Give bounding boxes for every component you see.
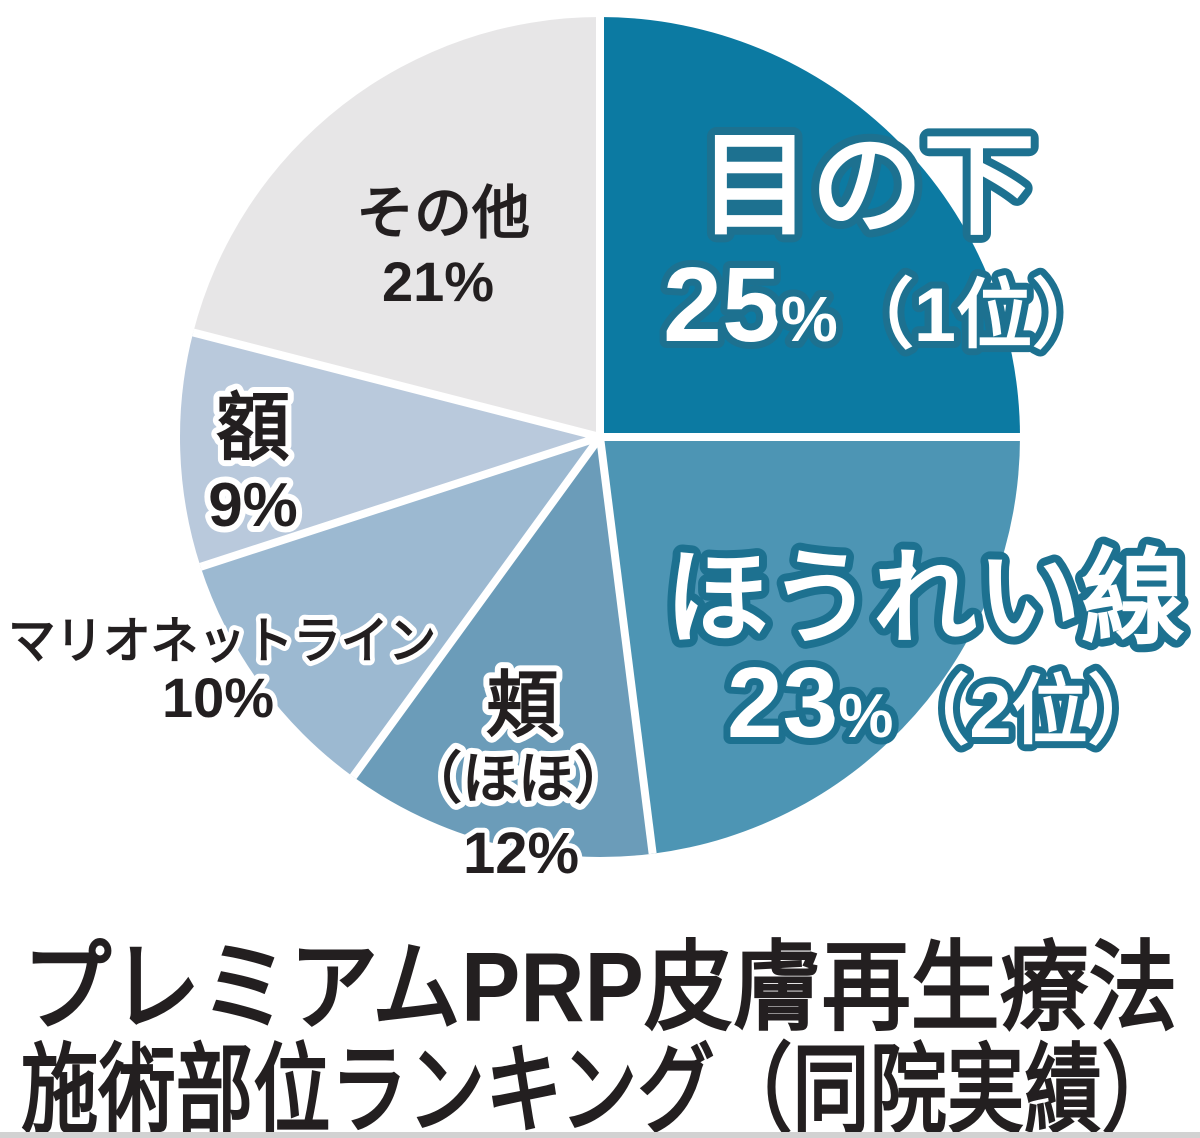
chart-title-line1: プレミアムPRP皮膚再生療法 bbox=[23, 932, 1178, 1042]
slice-value-other: 21% bbox=[382, 250, 494, 313]
pie-slice-1 bbox=[600, 437, 1020, 854]
slice-label-nasolabial: ほうれい線 bbox=[665, 541, 1185, 657]
slice-label-under-eye: 目の下 bbox=[699, 123, 1035, 248]
pie-dividers bbox=[192, 17, 1020, 855]
bottom-border-strip bbox=[0, 1132, 1200, 1138]
pie-slice-5 bbox=[193, 17, 600, 437]
slice-label-cheek: 頬 bbox=[486, 666, 559, 746]
slice-label-other: その他 bbox=[356, 181, 530, 246]
chart-title-line2: 施術部位ランキング（同院実績） bbox=[21, 1035, 1179, 1138]
pie-divider-5 bbox=[192, 328, 601, 441]
slice-value-cheek: 12% bbox=[463, 821, 579, 886]
pie-divider-4 bbox=[199, 433, 602, 571]
slice-value-nasolabial: 23%（2位） bbox=[727, 647, 1164, 759]
slice-value-forehead: 9% bbox=[208, 471, 298, 540]
slice-value-under-eye: 25%（1位） bbox=[663, 246, 1108, 364]
slice-label-forehead: 額 bbox=[216, 386, 290, 469]
pie-divider-3 bbox=[349, 434, 604, 780]
slice-label-marionette: マリオネットライン bbox=[8, 613, 436, 669]
pie-slice-0 bbox=[600, 17, 1020, 437]
pie-divider-2 bbox=[596, 436, 657, 855]
pie-slices bbox=[180, 17, 1020, 857]
pie-slice-3 bbox=[200, 437, 600, 777]
pie-slice-4 bbox=[180, 332, 600, 567]
pie-slice-2 bbox=[353, 437, 653, 857]
slice-label-cheek-reading: （ほほ） bbox=[406, 747, 630, 810]
slice-value-marionette: 10% bbox=[162, 666, 274, 729]
